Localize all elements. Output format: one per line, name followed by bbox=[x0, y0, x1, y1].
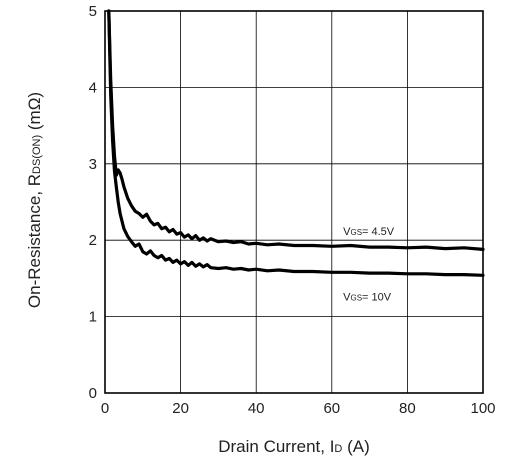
y-axis-title: On-Resistance, RDS(ON) (mΩ) bbox=[25, 92, 44, 308]
y-tick-labels: 0 1 2 3 4 5 bbox=[89, 3, 97, 402]
y-axis-title-subscript: DS(ON) bbox=[31, 135, 43, 174]
x-axis-title-main: Drain Current, I bbox=[218, 437, 334, 456]
series-label-value: = 10V bbox=[362, 292, 392, 304]
series-label-value: = 4.5V bbox=[362, 226, 395, 238]
grid-lines bbox=[105, 11, 483, 393]
x-tick-label: 60 bbox=[323, 400, 340, 417]
y-tick-label: 2 bbox=[89, 232, 97, 249]
y-tick-label: 3 bbox=[89, 156, 97, 173]
x-tick-label: 40 bbox=[248, 400, 265, 417]
y-tick-label: 0 bbox=[89, 385, 97, 402]
y-axis-title-unit: (mΩ) bbox=[25, 92, 44, 135]
x-tick-labels: 0 20 40 60 80 100 bbox=[101, 400, 496, 417]
series-label-subscript: GS bbox=[350, 294, 362, 303]
series-label-1: VGS= 4.5V bbox=[343, 226, 395, 238]
y-tick-label: 4 bbox=[89, 79, 97, 96]
y-tick-label: 5 bbox=[89, 3, 97, 20]
x-axis-title-unit: (A) bbox=[342, 437, 369, 456]
x-tick-label: 0 bbox=[101, 400, 109, 417]
series-label-2: VGS= 10V bbox=[343, 292, 392, 304]
plot-frame bbox=[104, 10, 484, 394]
series-label-main: V bbox=[343, 292, 351, 304]
series-label-subscript: GS bbox=[350, 228, 362, 237]
x-axis-title-subscript: D bbox=[334, 443, 342, 455]
y-axis-title-main: On-Resistance, R bbox=[25, 174, 44, 308]
series-line-2 bbox=[107, 9, 485, 277]
x-tick-label: 80 bbox=[399, 400, 416, 417]
x-tick-label: 20 bbox=[172, 400, 189, 417]
series-lines bbox=[107, 9, 485, 277]
y-tick-label: 1 bbox=[89, 309, 97, 326]
series-line-1 bbox=[107, 9, 485, 251]
series-label-main: V bbox=[343, 226, 351, 238]
x-tick-label: 100 bbox=[470, 400, 495, 417]
x-axis-title: Drain Current, ID (A) bbox=[218, 437, 370, 456]
